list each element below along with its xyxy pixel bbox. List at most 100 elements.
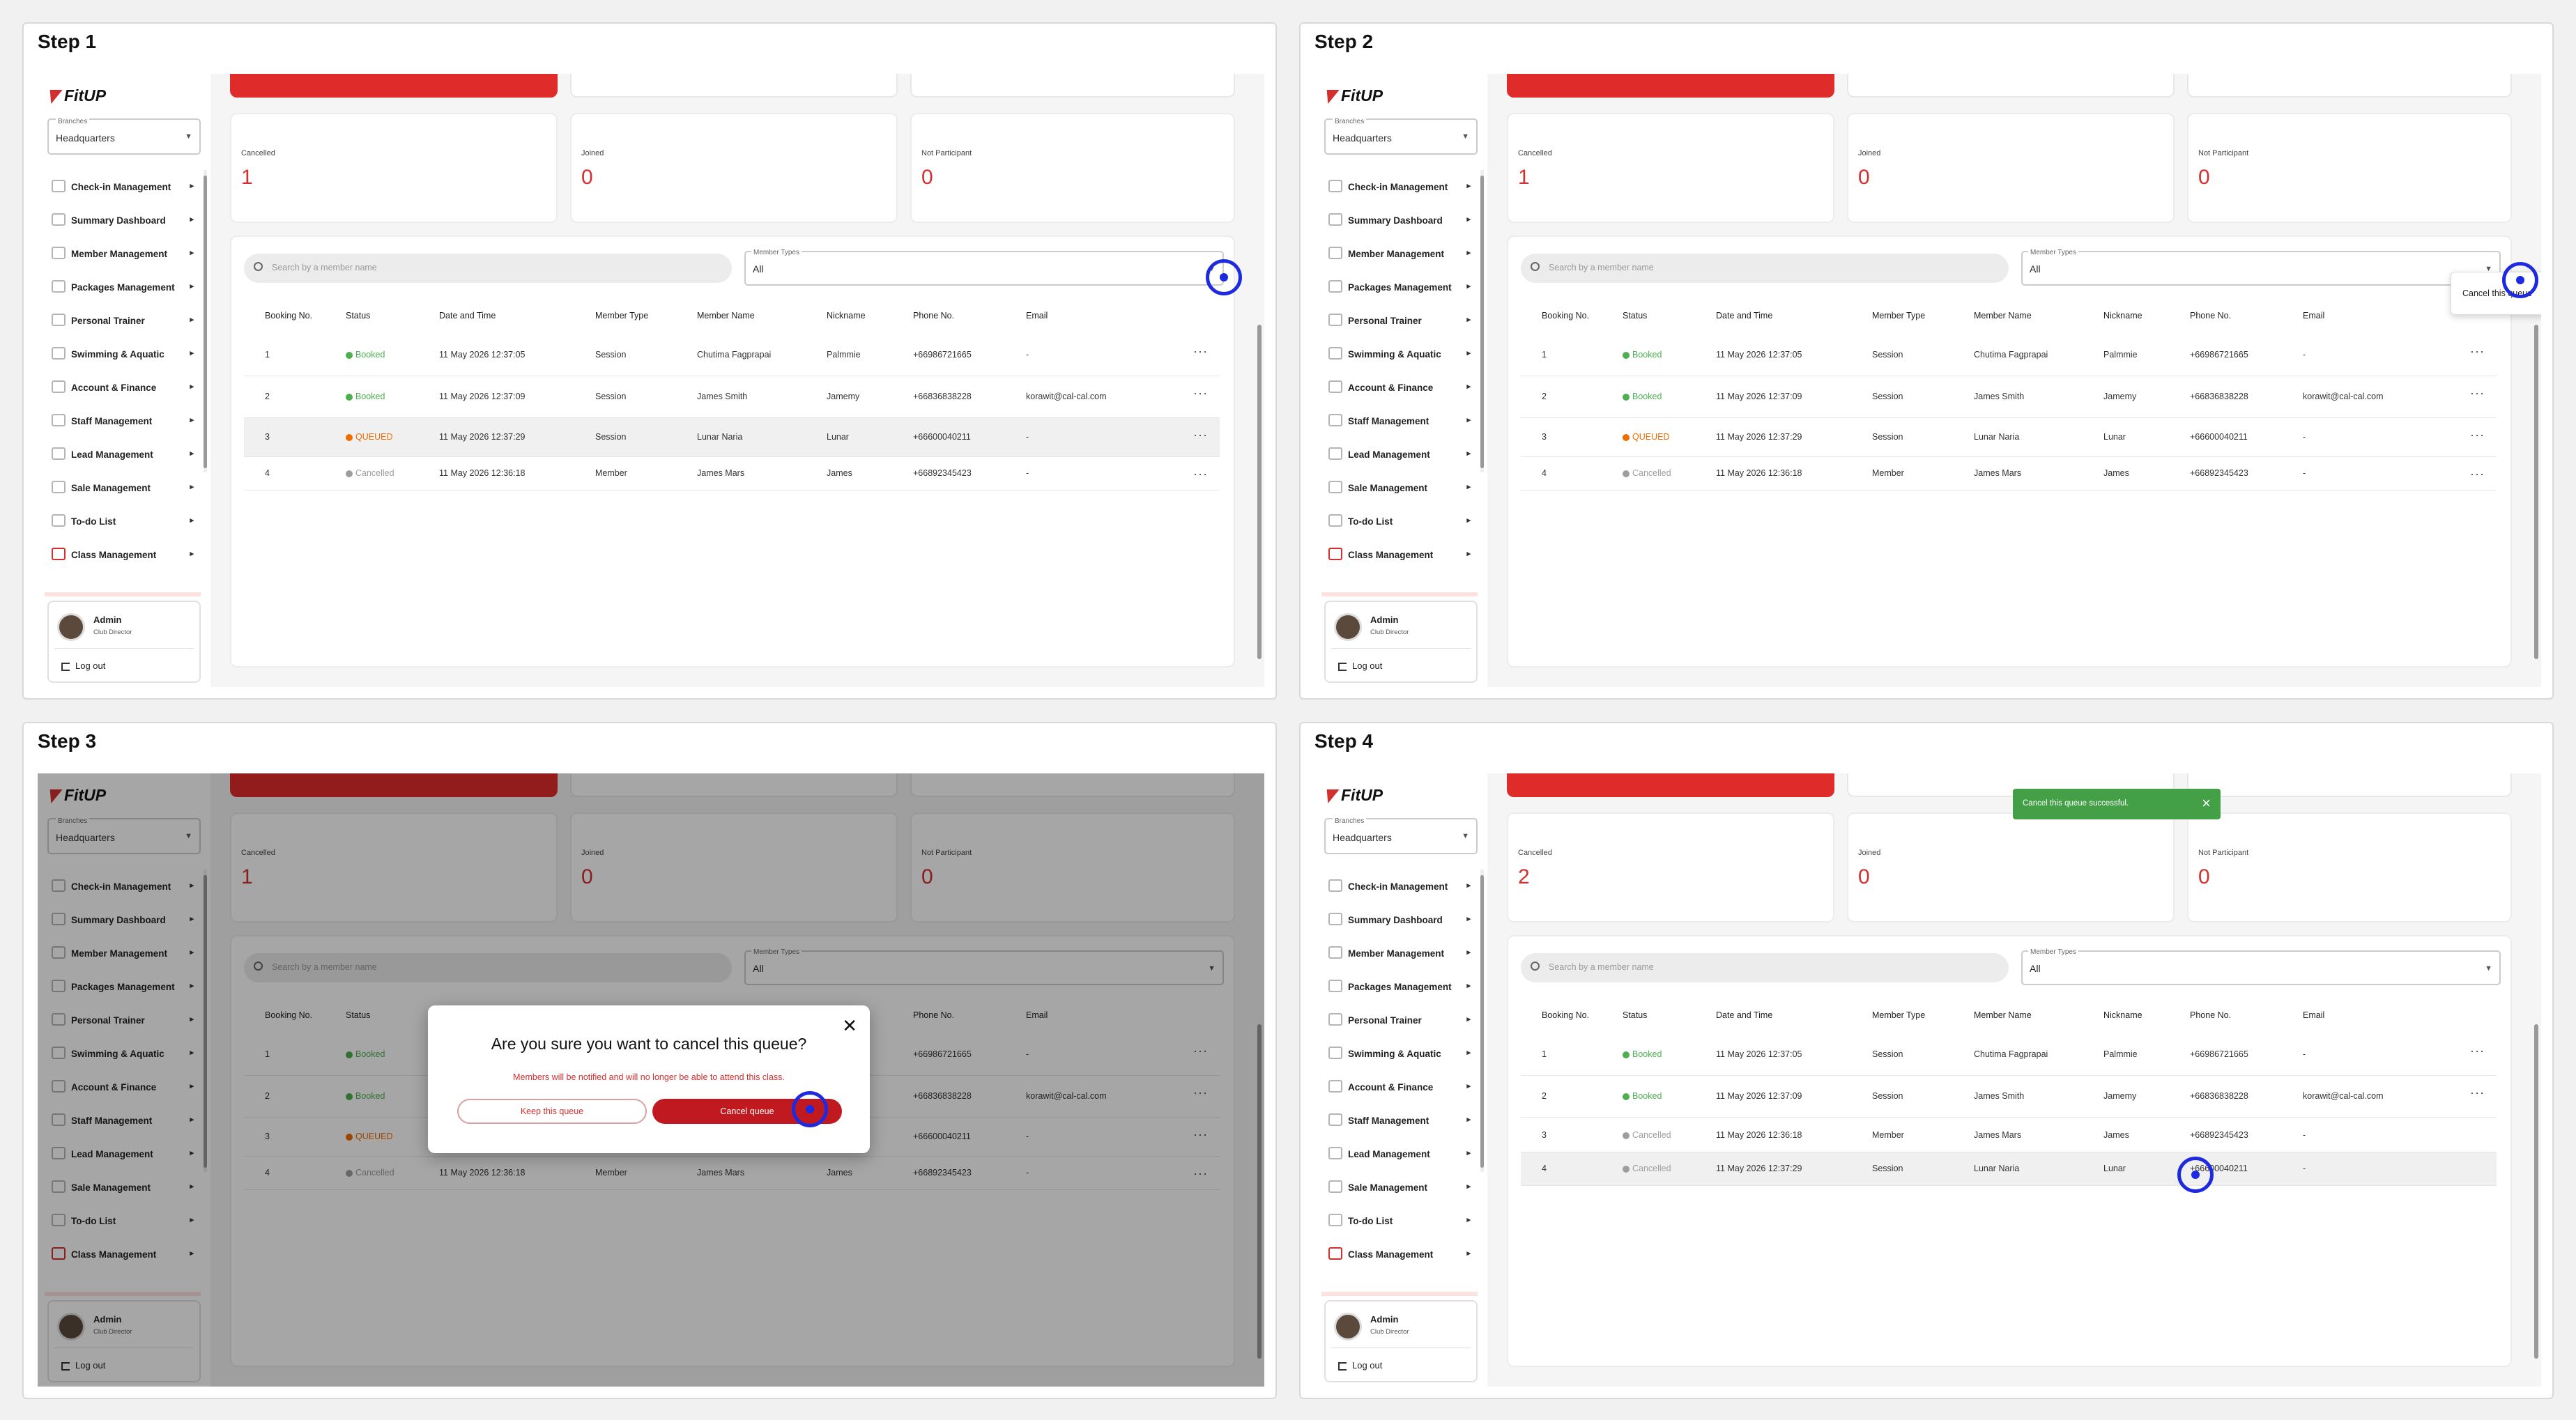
sidebar-item[interactable]: Swimming & Aquatic ▸ — [47, 337, 194, 371]
sidebar-item[interactable]: Summary Dashboard ▸ — [1324, 903, 1471, 936]
sidebar-item[interactable]: Account & Finance ▸ — [1324, 371, 1471, 404]
sidebar-item[interactable]: Member Management ▸ — [47, 936, 194, 970]
more-options-icon[interactable]: ··· — [1193, 1044, 1208, 1058]
search-input[interactable]: Search by a member name — [244, 953, 732, 982]
main-scroll-thumb[interactable] — [1257, 325, 1262, 659]
sidebar-item[interactable]: Staff Management ▸ — [47, 404, 194, 438]
more-options-icon[interactable]: ··· — [2470, 386, 2485, 400]
more-options-icon[interactable]: ··· — [2470, 428, 2485, 442]
sidebar-item[interactable]: Account & Finance ▸ — [47, 371, 194, 404]
fitup-logo[interactable]: FitUP — [45, 86, 106, 105]
sidebar-item[interactable]: Class Management ▸ — [47, 538, 194, 571]
sidebar-scroll-thumb[interactable] — [1480, 176, 1484, 468]
search-input[interactable]: Search by a member name — [244, 254, 732, 283]
sidebar-item[interactable]: Check-in Management ▸ — [47, 870, 194, 903]
logout-button[interactable]: Log out — [1338, 1360, 1382, 1371]
table-row[interactable]: 1 Booked 11 May 2026 12:37:05 Session Chutim… — [244, 334, 1220, 376]
sidebar-item[interactable]: Lead Management ▸ — [1324, 438, 1471, 471]
more-options-icon[interactable]: ··· — [1193, 1166, 1208, 1180]
sidebar-item[interactable]: Lead Management ▸ — [47, 1137, 194, 1171]
sidebar-item[interactable]: Staff Management ▸ — [1324, 404, 1471, 438]
fitup-logo[interactable]: FitUP — [1321, 86, 1383, 105]
sidebar-item[interactable]: Personal Trainer ▸ — [1324, 304, 1471, 337]
member-type-select[interactable]: Member Types All ▼ — [2021, 948, 2501, 985]
table-row[interactable]: 1 Booked 11 May 2026 12:37:05 Session Chutim… — [1521, 334, 2497, 376]
sidebar-item[interactable]: Member Management ▸ — [47, 237, 194, 270]
sidebar-item[interactable]: Class Management ▸ — [47, 1237, 194, 1271]
sidebar-item[interactable]: Class Management ▸ — [1324, 538, 1471, 571]
more-options-icon[interactable]: ··· — [1193, 386, 1208, 400]
sidebar-item[interactable]: Member Management ▸ — [1324, 936, 1471, 970]
more-options-icon[interactable]: ··· — [1193, 467, 1208, 481]
main-scrollbar[interactable] — [1257, 74, 1262, 687]
table-row[interactable]: 3 Cancelled 11 May 2026 12:36:18 Member Jame… — [1521, 1119, 2497, 1152]
member-type-select[interactable]: Member Types All ▼ — [744, 249, 1224, 286]
sidebar-scrollbar[interactable] — [1480, 170, 1484, 472]
sidebar-scroll-thumb[interactable] — [1480, 875, 1484, 1168]
sidebar-item[interactable]: Check-in Management ▸ — [1324, 170, 1471, 203]
avatar[interactable] — [57, 613, 85, 641]
sidebar-item[interactable]: Lead Management ▸ — [47, 438, 194, 471]
table-row[interactable]: 4 Cancelled 11 May 2026 12:36:18 Member Jame… — [244, 457, 1220, 491]
more-options-icon[interactable]: ··· — [2470, 344, 2485, 358]
sidebar-item[interactable]: Personal Trainer ▸ — [47, 304, 194, 337]
more-options-icon[interactable]: ··· — [1193, 428, 1208, 442]
sidebar-item[interactable]: Sale Management ▸ — [47, 471, 194, 504]
more-options-icon[interactable]: ··· — [2470, 467, 2485, 481]
main-scroll-thumb[interactable] — [1257, 1024, 1262, 1359]
member-type-select[interactable]: Member Types All ▼ — [744, 948, 1224, 985]
logout-button[interactable]: Log out — [61, 661, 105, 671]
more-options-icon[interactable]: ··· — [1193, 344, 1208, 358]
search-input[interactable]: Search by a member name — [1521, 953, 2009, 982]
main-scroll-thumb[interactable] — [2534, 325, 2538, 659]
more-options-icon[interactable]: ··· — [1193, 1086, 1208, 1099]
main-scrollbar[interactable] — [2534, 74, 2538, 687]
logout-button[interactable]: Log out — [61, 1360, 105, 1371]
sidebar-item[interactable]: Swimming & Aquatic ▸ — [1324, 1037, 1471, 1070]
sidebar-item[interactable]: Sale Management ▸ — [1324, 1171, 1471, 1204]
fitup-logo[interactable]: FitUP — [45, 786, 106, 805]
sidebar-item[interactable]: Swimming & Aquatic ▸ — [1324, 337, 1471, 371]
branch-select[interactable]: Branches Headquarters ▼ — [1324, 817, 1478, 854]
avatar[interactable] — [1334, 1313, 1362, 1341]
sidebar-item[interactable]: Swimming & Aquatic ▸ — [47, 1037, 194, 1070]
sidebar-item[interactable]: Check-in Management ▸ — [1324, 870, 1471, 903]
sidebar-item[interactable]: Account & Finance ▸ — [1324, 1070, 1471, 1104]
sidebar-item[interactable]: Personal Trainer ▸ — [1324, 1003, 1471, 1037]
sidebar-item[interactable]: Packages Management ▸ — [47, 270, 194, 304]
close-icon[interactable]: ✕ — [842, 1015, 857, 1036]
keep-queue-button[interactable]: Keep this queue — [457, 1099, 647, 1124]
table-row[interactable]: 2 Booked 11 May 2026 12:37:09 Session James … — [1521, 1076, 2497, 1118]
more-options-icon[interactable]: ··· — [2470, 1044, 2485, 1058]
sidebar-item[interactable]: Personal Trainer ▸ — [47, 1003, 194, 1037]
sidebar-item[interactable]: Summary Dashboard ▸ — [47, 903, 194, 936]
sidebar-scrollbar[interactable] — [204, 170, 207, 472]
member-type-select[interactable]: Member Types All ▼ — [2021, 249, 2501, 286]
table-row[interactable]: 2 Booked 11 May 2026 12:37:09 Session James … — [244, 376, 1220, 418]
sidebar-item[interactable]: Class Management ▸ — [1324, 1237, 1471, 1271]
table-row[interactable]: 4 Cancelled 11 May 2026 12:36:18 Member Jame… — [244, 1157, 1220, 1190]
sidebar-item[interactable]: Check-in Management ▸ — [47, 170, 194, 203]
sidebar-scrollbar[interactable] — [204, 870, 207, 1172]
more-options-icon[interactable]: ··· — [1193, 1127, 1208, 1141]
main-scrollbar[interactable] — [2534, 773, 2538, 1387]
table-row[interactable]: 4 Cancelled 11 May 2026 12:36:18 Member Jame… — [1521, 457, 2497, 491]
table-row[interactable]: 3 QUEUED 11 May 2026 12:37:29 Session Lunar … — [244, 418, 1220, 457]
sidebar-item[interactable]: To-do List ▸ — [1324, 504, 1471, 538]
sidebar-item[interactable]: Sale Management ▸ — [1324, 471, 1471, 504]
avatar[interactable] — [1334, 613, 1362, 641]
sidebar-item[interactable]: Summary Dashboard ▸ — [47, 203, 194, 237]
branch-select[interactable]: Branches Headquarters ▼ — [1324, 118, 1478, 155]
fitup-logo[interactable]: FitUP — [1321, 786, 1383, 805]
sidebar-item[interactable]: To-do List ▸ — [1324, 1204, 1471, 1237]
sidebar-item[interactable]: Staff Management ▸ — [1324, 1104, 1471, 1137]
table-row[interactable]: 2 Booked 11 May 2026 12:37:09 Session James … — [1521, 376, 2497, 418]
sidebar-item[interactable]: Staff Management ▸ — [47, 1104, 194, 1137]
sidebar-scrollbar[interactable] — [1480, 870, 1484, 1172]
table-row[interactable]: 4 Cancelled 11 May 2026 12:37:29 Session Lun… — [1521, 1152, 2497, 1186]
sidebar-item[interactable]: To-do List ▸ — [47, 1204, 194, 1237]
avatar[interactable] — [57, 1313, 85, 1341]
sidebar-item[interactable]: Member Management ▸ — [1324, 237, 1471, 270]
sidebar-scroll-thumb[interactable] — [204, 875, 207, 1168]
branch-select[interactable]: Branches Headquarters ▼ — [47, 817, 201, 854]
